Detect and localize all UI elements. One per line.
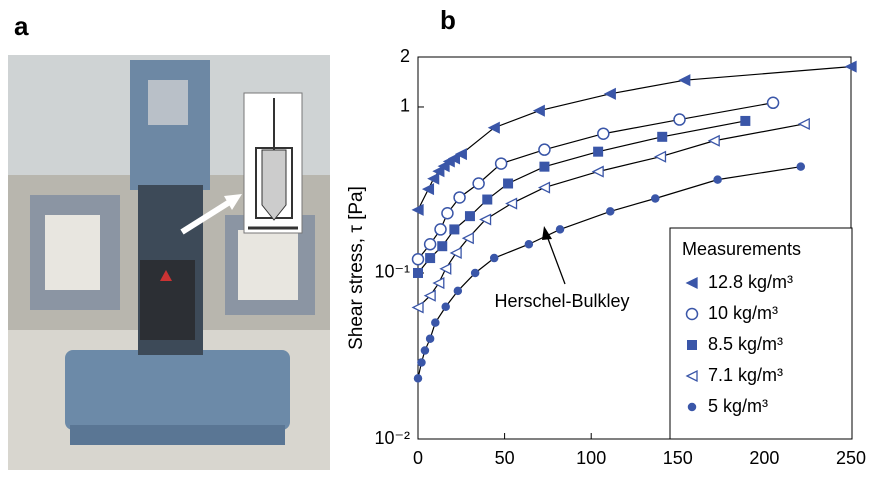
- data-point: [449, 246, 462, 260]
- data-point: [489, 253, 499, 263]
- x-tick-label: 100: [576, 448, 606, 468]
- panel-label: b: [440, 5, 456, 35]
- data-point: [503, 178, 514, 189]
- data-point: [431, 318, 440, 327]
- data-point: [591, 165, 604, 178]
- data-point: [844, 60, 857, 73]
- data-point: [441, 207, 454, 220]
- annotation: Herschel-Bulkley: [494, 291, 629, 311]
- data-point: [487, 121, 500, 134]
- data-point: [423, 289, 436, 302]
- legend-marker: [685, 276, 698, 290]
- data-point: [454, 148, 467, 161]
- x-tick-label: 200: [749, 448, 779, 468]
- legend-marker: [685, 369, 698, 383]
- data-point: [437, 160, 450, 173]
- data-point: [524, 239, 534, 249]
- data-point: [538, 143, 551, 156]
- y-tick-label: 10⁻¹: [374, 262, 410, 282]
- data-point: [740, 115, 751, 126]
- data-point: [425, 334, 435, 343]
- data-point: [413, 374, 423, 383]
- data-point: [434, 223, 447, 236]
- data-point: [555, 225, 565, 234]
- x-tick-label: 250: [836, 448, 866, 468]
- legend-marker: [685, 307, 699, 321]
- data-point: [425, 253, 436, 264]
- fit-line: [417, 66, 852, 211]
- data-point: [505, 197, 518, 210]
- data-point: [654, 150, 667, 163]
- legend-title: Measurements: [682, 239, 801, 259]
- annotation-arrow: [546, 235, 566, 285]
- data-point: [421, 183, 435, 196]
- legend-label: 12.8 kg/m³: [708, 272, 793, 292]
- data-point: [447, 152, 461, 165]
- x-tick-label: 0: [413, 448, 423, 468]
- data-point: [464, 211, 475, 222]
- data-point: [532, 104, 545, 117]
- data-point: [657, 131, 668, 142]
- annotation-arrowhead: [542, 226, 552, 240]
- legend-marker: [687, 340, 697, 350]
- data-point: [537, 181, 551, 194]
- data-point: [437, 241, 448, 252]
- legend-label: 5 kg/m³: [708, 396, 768, 416]
- photo: [8, 55, 330, 470]
- y-tick-label: 2: [400, 46, 410, 66]
- x-tick-label: 50: [495, 448, 515, 468]
- y-tick-label: 10⁻²: [374, 428, 410, 448]
- data-point: [606, 207, 615, 216]
- data-point: [449, 224, 460, 235]
- data-point: [470, 268, 480, 278]
- data-point: [797, 117, 810, 131]
- data-point: [453, 191, 466, 204]
- data-point: [593, 146, 604, 157]
- data-point: [420, 346, 430, 355]
- data-point: [494, 157, 508, 170]
- data-point: [461, 232, 474, 245]
- data-point: [796, 162, 806, 171]
- data-point: [432, 165, 445, 178]
- data-point: [413, 267, 423, 278]
- data-point: [411, 252, 425, 266]
- y-axis-label: Shear stress, τ [Pa]: [346, 186, 367, 350]
- data-point: [423, 237, 437, 251]
- data-point: [439, 262, 452, 275]
- legend-marker: [687, 402, 697, 412]
- data-point: [482, 194, 493, 205]
- data-point: [472, 177, 485, 190]
- data-point: [713, 175, 722, 184]
- data-point: [417, 358, 426, 367]
- data-point: [427, 172, 440, 185]
- legend-box: [669, 227, 853, 440]
- data-point: [603, 87, 616, 100]
- data-point: [411, 203, 424, 216]
- data-point: [597, 127, 610, 140]
- legend-label: 7.1 kg/m³: [708, 365, 783, 385]
- data-point: [441, 302, 450, 312]
- data-point: [453, 286, 463, 296]
- legend-label: 8.5 kg/m³: [708, 334, 783, 354]
- x-tick-label: 150: [663, 448, 693, 468]
- data-point: [432, 276, 445, 290]
- data-point: [678, 74, 691, 87]
- data-point: [766, 96, 780, 110]
- data-point: [411, 301, 424, 314]
- data-point: [707, 134, 720, 147]
- legend-label: 10 kg/m³: [708, 303, 778, 323]
- y-tick-label: 1: [400, 96, 410, 116]
- data-point: [539, 161, 550, 172]
- data-point: [673, 113, 686, 126]
- data-point: [479, 213, 492, 226]
- panel-label: a: [14, 11, 29, 41]
- data-point: [651, 194, 660, 203]
